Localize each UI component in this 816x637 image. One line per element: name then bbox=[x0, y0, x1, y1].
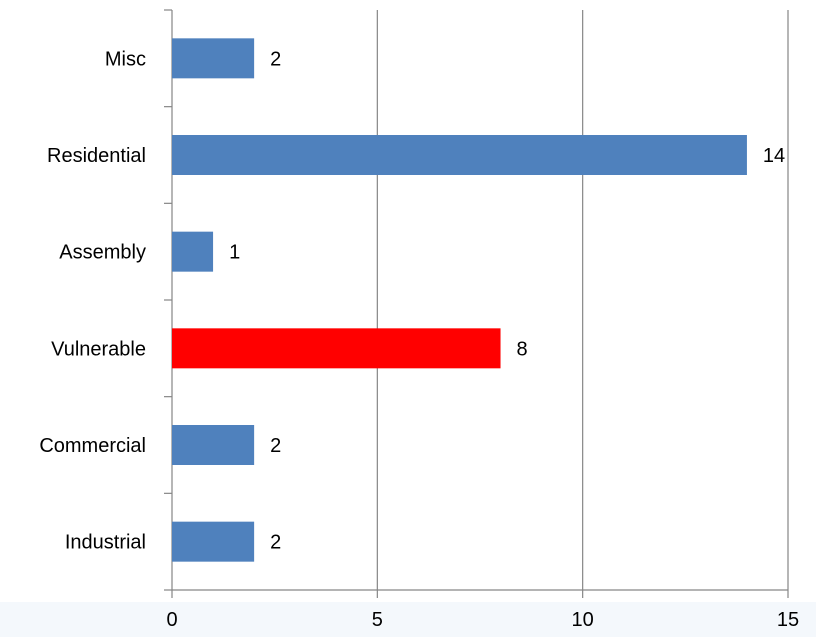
data-label: 2 bbox=[270, 532, 281, 554]
bar-misc bbox=[172, 38, 255, 79]
bar-vulnerable bbox=[172, 328, 501, 369]
category-label: Commercial bbox=[39, 435, 146, 457]
data-label: 14 bbox=[763, 145, 785, 167]
data-label: 2 bbox=[270, 435, 281, 457]
bottom-band bbox=[0, 602, 816, 637]
category-label: Residential bbox=[47, 145, 146, 167]
bar-commercial bbox=[172, 425, 255, 465]
x-tick-label: 5 bbox=[372, 609, 383, 631]
data-label: 1 bbox=[229, 242, 240, 264]
x-tick-label: 15 bbox=[777, 609, 799, 631]
data-label: 2 bbox=[270, 48, 281, 70]
x-tick-label: 0 bbox=[166, 609, 177, 631]
category-label: Vulnerable bbox=[51, 338, 146, 360]
bar-residential bbox=[172, 135, 747, 175]
labels: 0 5 10 15 Misc 2 Residential 14 Assembly 1 Vulnera… bbox=[39, 48, 799, 631]
category-label: Misc bbox=[105, 48, 146, 70]
bars bbox=[172, 38, 747, 562]
axes bbox=[164, 9, 789, 598]
x-tick-label: 10 bbox=[572, 609, 594, 631]
category-label: Assembly bbox=[59, 242, 146, 264]
bar-industrial bbox=[172, 521, 255, 562]
gridlines bbox=[376, 10, 789, 590]
bar-assembly bbox=[172, 231, 214, 272]
data-label: 8 bbox=[517, 338, 528, 360]
category-label: Industrial bbox=[65, 532, 146, 554]
